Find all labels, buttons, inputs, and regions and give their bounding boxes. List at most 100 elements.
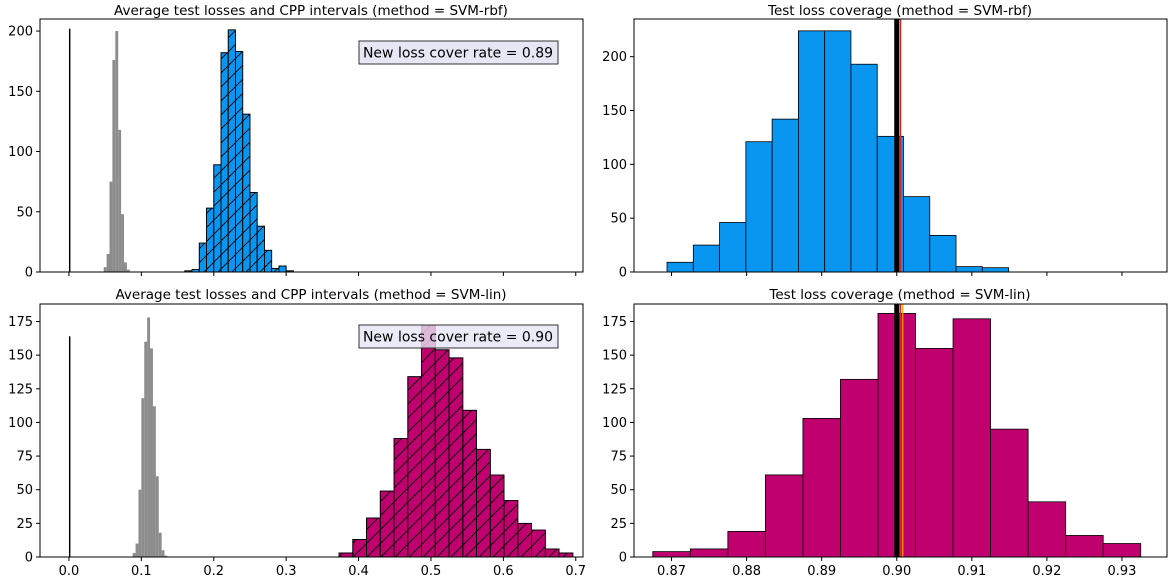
histogram-bar bbox=[152, 406, 156, 557]
y-tick-label: 200 bbox=[8, 25, 33, 40]
histogram-bar bbox=[840, 378, 879, 558]
y-tick-label: 50 bbox=[16, 205, 33, 220]
histogram-bar bbox=[106, 253, 110, 272]
histogram-bar bbox=[719, 222, 747, 273]
y-tick-label: 0 bbox=[25, 551, 33, 566]
histogram-bar-hatch bbox=[264, 249, 273, 273]
x-tick-label: 0.93 bbox=[1107, 564, 1136, 576]
histogram-bar-hatch bbox=[434, 349, 450, 558]
y-tick-label: 100 bbox=[602, 416, 627, 431]
histogram-bar bbox=[929, 234, 957, 273]
x-tick-label: 0.87 bbox=[657, 564, 686, 576]
y-tick-label: 150 bbox=[602, 349, 627, 364]
histogram-bar-hatch bbox=[531, 529, 546, 558]
histogram-bar bbox=[132, 552, 136, 557]
histogram-bar bbox=[652, 551, 691, 558]
y-tick-label: 200 bbox=[602, 50, 627, 65]
y-tick-label: 50 bbox=[610, 212, 627, 227]
histogram-bar-hatch bbox=[558, 552, 574, 558]
y-tick-label: 100 bbox=[8, 416, 33, 431]
histogram-bar-hatch bbox=[407, 376, 422, 558]
histogram-bar-hatch bbox=[379, 490, 395, 558]
x-tick-label: 0.91 bbox=[957, 564, 986, 576]
y-tick-label: 100 bbox=[602, 158, 627, 173]
histogram-bar-hatch bbox=[249, 192, 258, 273]
y-tick-label: 0 bbox=[619, 266, 627, 281]
histogram-bar bbox=[689, 548, 729, 558]
y-tick-label: 75 bbox=[610, 450, 627, 465]
y-tick-label: 175 bbox=[8, 315, 33, 330]
histogram-bar bbox=[161, 550, 165, 557]
histogram-bar-hatch bbox=[517, 522, 533, 558]
ticks-layer: 0 25 50 75 100 125 150 175 0.0 0.1 0.2 0.3 0.4 0.5 0.6… bbox=[8, 315, 586, 576]
histogram-bar-hatch bbox=[462, 409, 477, 558]
panel-top-right: Test loss coverage (method = SVM-rbf) 0 5… bbox=[602, 3, 1168, 281]
histogram-bar-hatch bbox=[198, 242, 207, 273]
histogram-bar-hatch bbox=[393, 438, 409, 558]
histogram-bar bbox=[771, 118, 799, 273]
plot-frame bbox=[633, 18, 1168, 273]
y-tick-label: 150 bbox=[602, 104, 627, 119]
histogram-bar bbox=[103, 267, 107, 272]
x-tick-label: 0.0 bbox=[59, 564, 80, 576]
histogram-bar-hatch bbox=[235, 51, 244, 273]
y-tick-label: 0 bbox=[25, 266, 33, 281]
histogram-bar-hatch bbox=[220, 52, 229, 273]
y-tick-label: 0 bbox=[619, 551, 627, 566]
histogram-bar-hatch bbox=[206, 207, 215, 273]
histogram-bar bbox=[112, 59, 116, 273]
panel-title: Test loss coverage (method = SVM-rbf) bbox=[767, 3, 1032, 19]
histogram-bar bbox=[981, 267, 1010, 273]
histogram-bar bbox=[850, 63, 878, 273]
histogram-bar bbox=[109, 181, 113, 272]
histogram-bar bbox=[121, 214, 124, 272]
histogram-bar-hatch bbox=[448, 357, 464, 558]
histogram-bar-hatch bbox=[476, 448, 491, 558]
x-tick-label: 0.7 bbox=[565, 564, 586, 576]
y-tick-label: 125 bbox=[602, 382, 627, 397]
annotation-text: New loss cover rate = 0.89 bbox=[363, 46, 553, 62]
x-tick-label: 0.1 bbox=[131, 564, 152, 576]
panel-title: Average test losses and CPP intervals (m… bbox=[114, 3, 508, 19]
x-tick-label: 0.90 bbox=[882, 564, 911, 576]
histogram-bar-hatch bbox=[544, 548, 560, 558]
histogram-bar bbox=[144, 341, 148, 557]
histogram-bar-hatch bbox=[227, 29, 236, 273]
histogram-bar bbox=[164, 555, 168, 557]
x-tick-label: 0.6 bbox=[493, 564, 514, 576]
y-tick-label: 50 bbox=[16, 483, 33, 498]
histogram-bar-hatch bbox=[213, 164, 222, 273]
bars-layer bbox=[666, 19, 1010, 273]
histogram-bar bbox=[126, 269, 130, 272]
y-tick-label: 100 bbox=[8, 145, 33, 160]
y-tick-label: 50 bbox=[610, 483, 627, 498]
histogram-bar bbox=[915, 348, 954, 558]
ticks-layer: 0 50 100 150 200 bbox=[8, 25, 577, 281]
histogram-bar bbox=[138, 489, 142, 557]
histogram-bar-hatch bbox=[352, 539, 367, 558]
histogram-bar bbox=[1102, 543, 1142, 558]
plot-frame bbox=[39, 18, 584, 273]
histogram-bar bbox=[118, 129, 122, 272]
bars-layer bbox=[652, 304, 1142, 558]
histogram-bar bbox=[135, 543, 139, 557]
plot-frame bbox=[39, 303, 584, 558]
histogram-bar bbox=[115, 31, 119, 272]
histogram-bar bbox=[68, 336, 71, 557]
annotation-box: New loss cover rate = 0.89 bbox=[358, 40, 559, 65]
x-tick-label: 0.89 bbox=[807, 564, 836, 576]
histogram-bar bbox=[798, 30, 826, 273]
histogram-bar bbox=[955, 266, 983, 273]
histogram-bar-hatch bbox=[338, 552, 354, 558]
histogram-bar bbox=[123, 262, 127, 272]
ticks-layer: 0 50 100 150 200 bbox=[602, 50, 1123, 281]
x-tick-label: 0.3 bbox=[276, 564, 297, 576]
panel-top-left: Average test losses and CPP intervals (m… bbox=[8, 3, 584, 281]
histogram-bar bbox=[745, 141, 773, 273]
annotation-text: New loss cover rate = 0.90 bbox=[363, 330, 553, 346]
histogram-bar-hatch bbox=[366, 517, 381, 558]
annotation-box: New loss cover rate = 0.90 bbox=[358, 324, 559, 349]
histogram-bar bbox=[952, 318, 991, 558]
histogram-bar bbox=[824, 30, 852, 273]
x-tick-label: 0.4 bbox=[348, 564, 369, 576]
